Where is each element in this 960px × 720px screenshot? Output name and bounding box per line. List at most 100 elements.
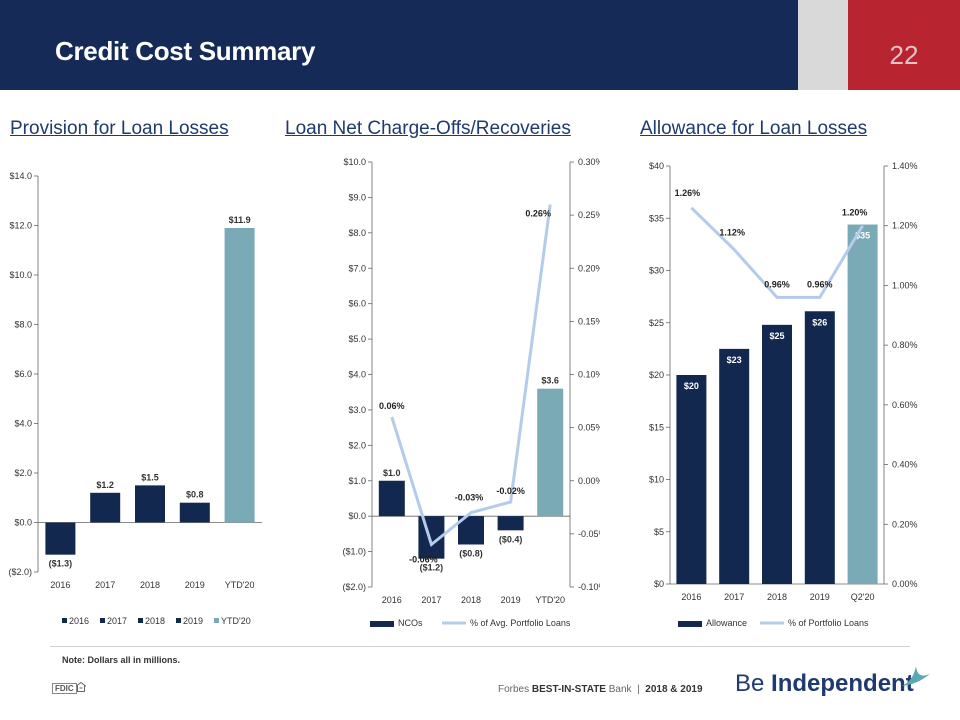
y-tick-label: $5.0 [348, 334, 366, 344]
legend-swatch [100, 618, 105, 623]
bar-data-label: $20 [684, 381, 699, 391]
header-accent-gray [798, 0, 848, 90]
y-tick-label: $7.0 [348, 263, 366, 273]
y2-tick-label: 1.20% [892, 221, 918, 231]
y-tick-label: $14.0 [9, 171, 32, 181]
bar-data-label: $1.0 [383, 468, 401, 478]
bar [45, 522, 76, 555]
bar-data-label: $0.8 [186, 490, 204, 500]
legend-swatch [138, 618, 143, 623]
y-tick-label: $9.0 [348, 192, 366, 202]
y2-tick-label: -0.05% [578, 529, 600, 539]
bar-data-label: $35 [855, 231, 870, 241]
y-tick-label: $10.0 [343, 157, 366, 167]
header-bar [0, 0, 798, 90]
header-accent-red [848, 0, 960, 90]
y2-tick-label: 0.20% [892, 519, 918, 529]
y-tick-label: $8.0 [348, 228, 366, 238]
y2-tick-label: 0.00% [892, 579, 918, 589]
bar-data-label: $26 [812, 317, 827, 327]
x-tick-label: 2019 [810, 592, 830, 602]
x-tick-label: YTD'20 [225, 580, 255, 590]
x-tick-label: 2016 [681, 592, 701, 602]
y-tick-label: $10.0 [9, 270, 32, 280]
legend-label: 2018 [145, 616, 165, 626]
y2-tick-label: 0.20% [578, 263, 600, 273]
x-tick-label: 2017 [421, 595, 441, 605]
y-tick-label: $25 [649, 318, 664, 328]
y-tick-label: $30 [649, 266, 664, 276]
y2-tick-label: 0.30% [578, 157, 600, 167]
legend-swatch [62, 618, 67, 623]
y-tick-label: ($2.0) [8, 567, 32, 577]
line-data-label: 0.06% [379, 401, 405, 411]
x-tick-label: Q2'20 [851, 592, 875, 602]
line-data-label: 1.12% [719, 228, 745, 238]
line-data-label: 0.96% [764, 279, 790, 289]
bar [676, 375, 707, 584]
line-series [390, 204, 552, 548]
forbes-prefix: Forbes [498, 684, 530, 695]
legend-swatch-ncos [370, 621, 394, 627]
x-tick-label: 2018 [461, 595, 481, 605]
y2-tick-label: 0.40% [892, 460, 918, 470]
forbes-suffix: Bank [608, 684, 632, 695]
y-tick-label: $1.0 [348, 476, 366, 486]
bar [719, 348, 750, 584]
x-tick-label: 2018 [767, 592, 787, 602]
forbes-award: Forbes BEST-IN-STATE Bank | 2018 & 2019 [498, 684, 703, 695]
bar [497, 516, 524, 531]
bar-data-label: ($0.4) [499, 534, 523, 544]
footer-divider [50, 646, 910, 647]
y2-tick-label: 1.40% [892, 161, 918, 171]
legend-label: 2016 [69, 616, 89, 626]
y2-tick-label: 0.00% [578, 476, 600, 486]
y-tick-label: $2.0 [348, 440, 366, 450]
legend-label: 2017 [107, 616, 127, 626]
bar-data-label: $1.2 [96, 480, 114, 490]
y2-tick-label: 1.00% [892, 280, 918, 290]
provision-chart: ($2.0) $0.0 $2.0 $4.0 $6.0 $8.0 $10.0 $12.0 $14.… [8, 171, 262, 626]
line-data-label: -0.02% [496, 486, 525, 496]
nco-chart: ($2.0) ($1.0) $0.0 $1.0 $2.0 $3.0 $4.0 $5.0 $6.0… [342, 157, 600, 628]
y-tick-label: ($1.0) [342, 547, 366, 557]
equal-housing-icon [76, 682, 86, 692]
legend-label-pct: % of Avg. Portfolio Loans [470, 618, 571, 628]
bar [804, 311, 835, 584]
y-tick-label: $3.0 [348, 405, 366, 415]
forbes-best-in-state: BEST-IN-STATE [531, 684, 606, 695]
chart-title-provision: Provision for Loan Losses [10, 118, 229, 139]
logo-be: Be [735, 670, 765, 697]
y-tick-label: $2.0 [14, 468, 32, 478]
y-tick-label: $10 [649, 475, 664, 485]
y-tick-label: $4.0 [14, 419, 32, 429]
bar [224, 227, 255, 523]
bar [847, 224, 878, 584]
line-data-label: -0.03% [455, 493, 484, 503]
chart-title-allowance: Allowance for Loan Losses [640, 118, 868, 139]
y-tick-label: $40 [649, 161, 664, 171]
line-data-label: 1.26% [675, 188, 701, 198]
legend-label-pct: % of Portfolio Loans [788, 618, 869, 628]
logo-independent: Independent [771, 670, 914, 697]
x-tick-label: 2019 [185, 580, 205, 590]
y-tick-label: $20 [649, 370, 664, 380]
bar-data-label: $3.6 [541, 376, 559, 386]
line-data-label: 0.96% [807, 279, 833, 289]
bar [537, 388, 564, 517]
x-tick-label: 2016 [382, 595, 402, 605]
y-tick-label: $6.0 [348, 299, 366, 309]
brand-logo: Be Independent [735, 670, 914, 698]
legend-label: 2019 [183, 616, 203, 626]
y-tick-label: $5 [654, 527, 664, 537]
x-tick-label: 2016 [50, 580, 70, 590]
bar-data-label: $11.9 [229, 215, 251, 225]
legend-swatch-allowance [678, 621, 702, 627]
fdic-badge: FDIC [52, 683, 77, 694]
legend-label-ncos: NCOs [398, 618, 423, 628]
legend-label: YTD'20 [221, 616, 251, 626]
page-number: 22 [889, 40, 919, 70]
bar [90, 492, 121, 523]
line-series [690, 206, 864, 299]
bar-data-label: ($1.2) [420, 563, 444, 573]
